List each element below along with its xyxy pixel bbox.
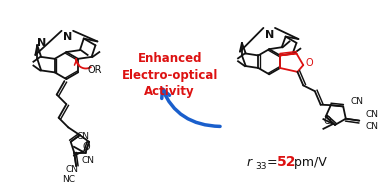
Text: 33: 33 [256,162,267,171]
Text: $r$: $r$ [246,156,254,169]
Text: NC: NC [62,175,75,184]
Text: Enhanced
Electro-optical
Activity: Enhanced Electro-optical Activity [122,52,218,98]
Text: N: N [63,32,72,42]
Text: =: = [263,156,282,169]
Text: N: N [37,38,47,48]
Text: CN: CN [351,97,364,106]
Text: OR: OR [88,65,102,75]
Text: CN: CN [82,156,95,165]
Text: O: O [305,58,313,68]
Text: 52: 52 [277,155,296,169]
Text: CN: CN [66,166,79,174]
Text: CN: CN [365,110,378,119]
Text: CN: CN [365,122,378,131]
Text: O: O [82,142,90,152]
Text: pm/V: pm/V [290,156,327,169]
Text: CN: CN [76,132,90,142]
Text: N: N [265,30,274,40]
Text: O: O [324,116,332,126]
